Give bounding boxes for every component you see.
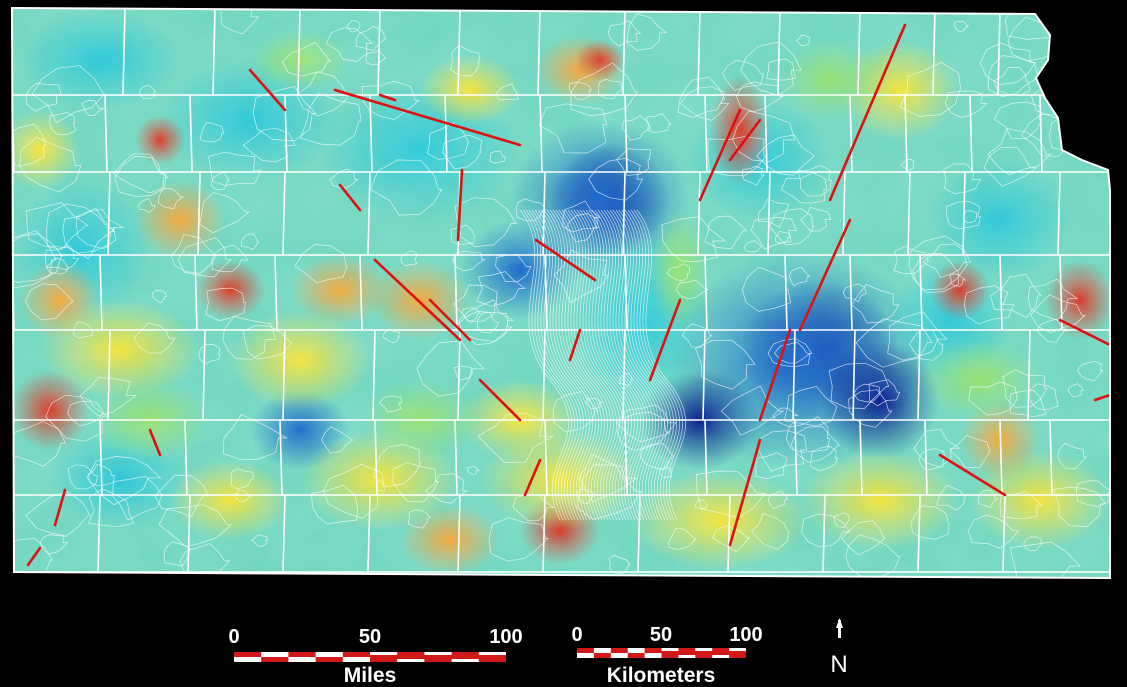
fault-line <box>828 23 907 202</box>
fault-line <box>26 546 42 567</box>
fault-line <box>456 168 464 242</box>
fault-line <box>333 88 522 147</box>
km-tick-50: 50 <box>650 624 672 646</box>
km-tick-0: 0 <box>571 624 582 646</box>
kilometers-unit-label: Kilometers <box>607 664 716 687</box>
fault-line <box>373 258 462 342</box>
miles-tick-100: 100 <box>489 626 522 648</box>
miles-tick-0: 0 <box>228 626 239 648</box>
fault-line <box>53 488 67 527</box>
miles-scale-bar: 0 50 100 Miles <box>228 626 522 687</box>
fault-line <box>248 68 287 112</box>
km-tick-100: 100 <box>729 624 762 646</box>
fault-line <box>648 298 682 382</box>
miles-unit-label: Miles <box>344 664 397 687</box>
fault-line <box>938 453 1007 497</box>
fault-line <box>523 458 542 497</box>
fault-line <box>1058 318 1110 347</box>
fault-line <box>798 218 852 332</box>
fault-line <box>534 238 597 282</box>
fault-line <box>728 438 762 547</box>
fault-line <box>338 183 362 212</box>
kilometers-scale-bar: 0 50 100 Kilometers <box>571 624 762 687</box>
fault-line <box>428 298 472 342</box>
anomaly-raster <box>12 8 1110 578</box>
fault-line <box>728 118 762 162</box>
fault-line <box>148 428 162 457</box>
fault-line <box>698 108 742 202</box>
fault-line <box>478 378 522 422</box>
state-boundary <box>10 6 1111 580</box>
fault-line <box>1093 393 1110 402</box>
miles-tick-50: 50 <box>359 626 381 648</box>
fault-line <box>568 328 582 362</box>
north-label: N <box>830 651 847 678</box>
fault-line <box>758 328 792 422</box>
north-arrow: N <box>830 618 848 678</box>
fault-line <box>378 93 397 102</box>
